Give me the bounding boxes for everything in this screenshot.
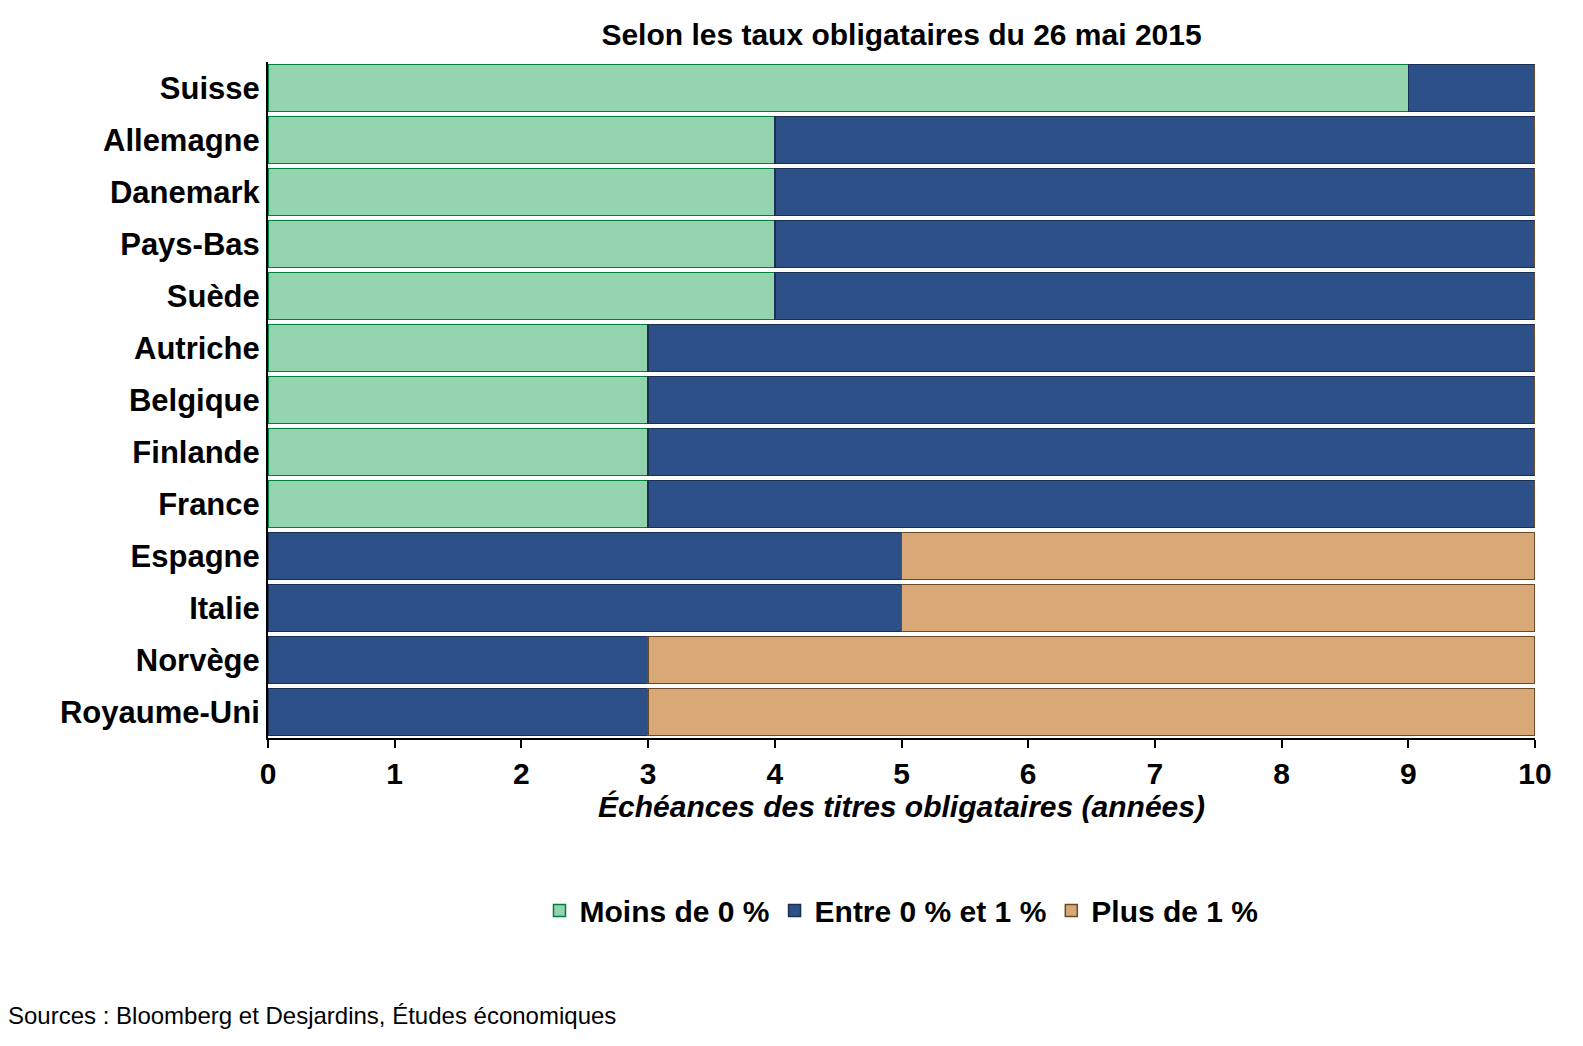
svg-text:2: 2 [513, 757, 530, 790]
svg-text:Finlande: Finlande [132, 435, 259, 470]
svg-text:7: 7 [1147, 757, 1164, 790]
svg-text:Danemark: Danemark [110, 175, 261, 210]
svg-text:10: 10 [1518, 757, 1551, 790]
svg-text:5: 5 [893, 757, 910, 790]
svg-text:0: 0 [260, 757, 277, 790]
svg-text:3: 3 [640, 757, 657, 790]
svg-text:France: France [158, 487, 260, 522]
svg-text:Norvège: Norvège [136, 643, 260, 678]
svg-text:Entre 0 % et 1 %: Entre 0 % et 1 % [815, 895, 1047, 928]
svg-text:Sources : Bloomberg et Desjard: Sources : Bloomberg et Desjardins, Étude… [8, 1002, 616, 1029]
svg-text:Royaume-Uni: Royaume-Uni [60, 695, 260, 730]
svg-text:Selon les taux obligataires du: Selon les taux obligataires du 26 mai 20… [601, 18, 1201, 51]
svg-text:Belgique: Belgique [129, 383, 260, 418]
svg-text:Plus de 1 %: Plus de 1 % [1091, 895, 1258, 928]
svg-text:4: 4 [766, 757, 783, 790]
svg-text:Espagne: Espagne [131, 539, 260, 574]
svg-text:6: 6 [1020, 757, 1037, 790]
svg-text:Allemagne: Allemagne [103, 123, 260, 158]
svg-text:9: 9 [1400, 757, 1417, 790]
svg-text:1: 1 [386, 757, 403, 790]
svg-text:8: 8 [1273, 757, 1290, 790]
svg-text:Autriche: Autriche [134, 331, 260, 366]
svg-text:Pays-Bas: Pays-Bas [120, 227, 260, 262]
svg-text:Italie: Italie [189, 591, 260, 626]
svg-text:Échéances des titres obligatai: Échéances des titres obligataires (année… [598, 790, 1205, 823]
svg-text:Suisse: Suisse [160, 71, 260, 106]
svg-text:Moins de 0 %: Moins de 0 % [580, 895, 770, 928]
svg-text:Suède: Suède [167, 279, 260, 314]
